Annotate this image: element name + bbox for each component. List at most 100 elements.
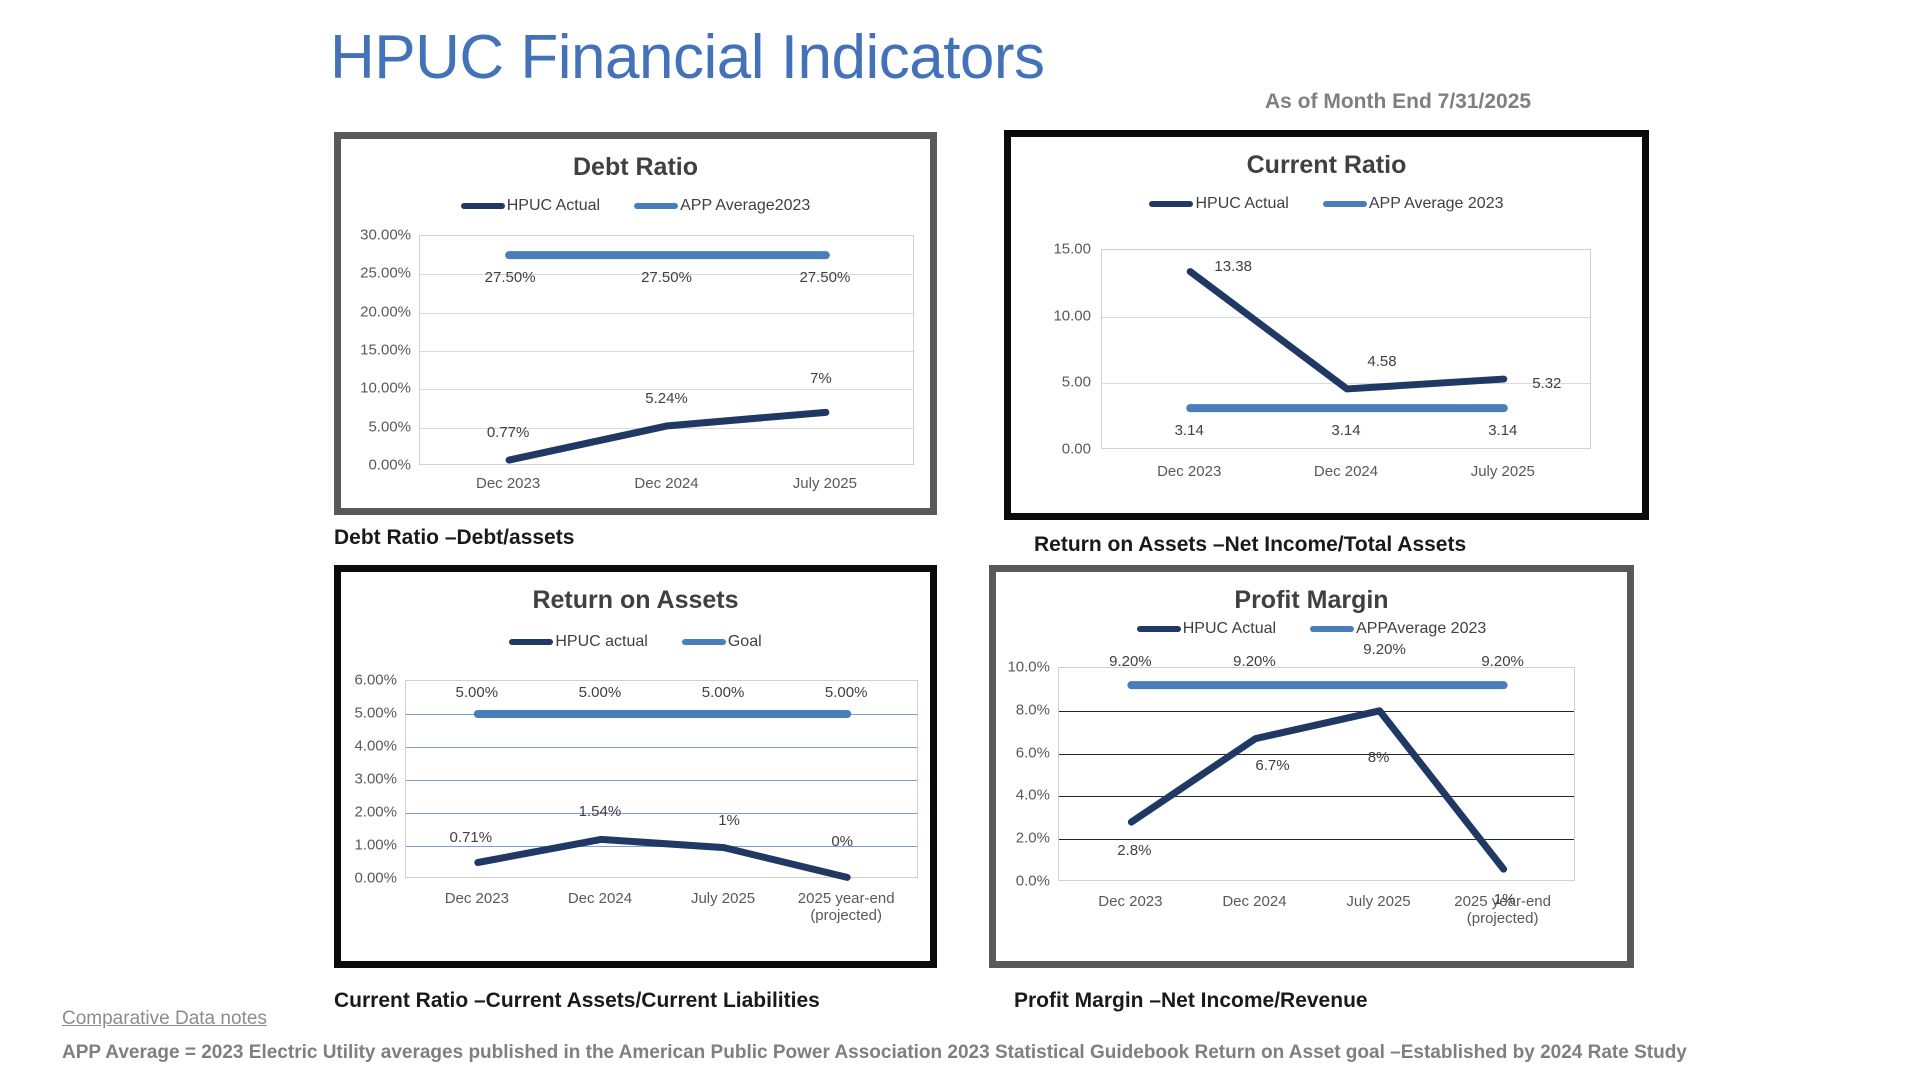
caption-current-ratio: Return on Assets –Net Income/Total Asset… [1034,533,1467,556]
gridline [420,274,913,276]
x-axis-tick-label: July 2025 [792,475,857,492]
gridline [1102,316,1590,318]
data-point-label: 5.32 [1532,375,1562,393]
chart-title-current-ratio: Current Ratio [1246,151,1407,179]
data-point-label: 3.14 [1488,422,1518,440]
gridline [1059,710,1574,712]
data-point-label: 27.50% [641,269,692,287]
y-axis-tick-label: 6.00% [354,671,397,689]
data-point-label: 3.14 [1174,422,1204,440]
y-axis-tick-label: 15.00% [360,341,411,359]
data-point-label: 5.00% [578,684,622,701]
x-axis-tick-label: 2025 year-end (projected) [1454,893,1551,927]
legend-item-app-average[interactable]: APP Average2023 [634,197,810,215]
y-axis-tick-label: 1.00% [354,836,397,854]
notes-heading: Comparative Data notes [62,1008,267,1029]
legend-label: APP Average 2023 [1368,195,1504,212]
gridline [1059,753,1574,755]
plot-area-current-ratio [1101,249,1591,449]
x-axis-tick-label: July 2025 [1346,893,1411,910]
chart-card-return-on-assets[interactable]: Return on Assets HPUC actual Goal 0.00% 1… [334,565,937,968]
x-axis-tick-label: Dec 2023 [475,475,541,492]
legend-label: HPUC Actual [1182,620,1277,637]
data-point-label: 2.8% [1117,842,1152,860]
data-point-label: 0.77% [486,424,530,442]
legend-label: Goal [727,633,762,650]
y-axis-tick-label: 10.00 [1053,307,1091,325]
data-point-label: 3.14 [1331,422,1361,440]
as-of-date: As of Month End 7/31/2025 [1265,90,1532,113]
series-lines [1127,681,1508,873]
chart-title-profit-margin: Profit Margin [1234,586,1389,614]
data-point-label: 5.24% [645,389,688,407]
y-axis-tick-label: 30.00% [360,226,411,244]
plot-area-return-on-assets [405,680,918,881]
legend-swatch-icon [681,639,726,645]
series-lines [505,251,830,464]
y-axis-tick-label: 0.00 [1061,440,1091,458]
data-point-label: 9.20% [1109,653,1152,671]
y-axis-tick-label: 2.0% [1015,829,1050,847]
x-axis-tick-label: 2025 year-end (projected) [797,890,895,924]
x-axis-tick-label: Dec 2023 [1157,463,1222,480]
data-point-label: 6.7% [1255,756,1290,774]
legend-label: APP Average2023 [680,197,811,214]
legend-label: HPUC Actual [1195,195,1289,212]
y-axis-tick-label: 10.00% [360,379,411,397]
legend-swatch-icon [634,203,679,209]
gridline [1059,796,1574,798]
chart-title-debt-ratio: Debt Ratio [573,153,698,181]
y-axis-tick-label: 5.00% [368,418,411,436]
chart-card-profit-margin[interactable]: Profit Margin HPUC Actual APPAverage 202… [989,565,1634,968]
chart-card-debt-ratio[interactable]: Debt Ratio HPUC Actual APP Average2023 0… [334,132,937,515]
y-axis-tick-label: 3.00% [354,770,397,788]
legend-item-hpuc-actual[interactable]: HPUC Actual [460,197,600,215]
legend-label: HPUC actual [555,633,648,650]
y-axis-tick-label: 0.0% [1015,872,1050,890]
gridline [420,312,913,314]
legend-label: APPAverage 2023 [1356,620,1487,637]
data-point-label: 27.50% [484,269,536,287]
caption-return-on-assets: Current Ratio –Current Assets/Current Li… [334,989,820,1012]
data-point-label: 0% [831,833,854,851]
legend-item-app-average[interactable]: APPAverage 2023 [1310,620,1486,638]
series-line [505,408,830,464]
legend-swatch-icon [1322,201,1367,207]
y-axis-tick-label: 6.0% [1015,744,1050,762]
data-point-label: 4.58 [1367,352,1397,370]
legend-swatch-icon [1149,201,1194,207]
data-point-label: 13.38 [1214,257,1252,275]
data-point-label: 1% [1493,891,1516,909]
y-axis-tick-label: 4.0% [1015,786,1050,804]
legend-swatch-icon [1310,626,1355,632]
y-axis-tick-label: 20.00% [360,303,411,321]
caption-profit-margin: Profit Margin –Net Income/Revenue [1014,989,1368,1012]
legend-item-hpuc-actual[interactable]: HPUC Actual [1149,195,1289,213]
series-line [1127,707,1508,873]
chart-card-current-ratio[interactable]: Current Ratio HPUC Actual APP Average 20… [1004,130,1649,520]
legend-item-hpuc-actual[interactable]: HPUC Actual [1136,620,1277,638]
data-point-label: 9.20% [1363,641,1406,659]
legend-item-hpuc-actual[interactable]: HPUC actual [509,633,648,651]
plot-area-debt-ratio [419,235,914,465]
gridline [1059,839,1574,841]
x-axis-tick-label: July 2025 [1470,463,1535,480]
chart-legend-return-on-assets: HPUC actual Goal [341,633,930,651]
gridline [406,780,917,781]
chart-legend-profit-margin: HPUC Actual APPAverage 2023 [996,620,1627,638]
y-axis-tick-label: 5.00% [354,704,397,722]
gridline [420,389,913,391]
x-axis-tick-label: Dec 2024 [634,475,699,492]
gridline [406,813,917,814]
y-axis-tick-label: 5.00 [1061,373,1091,391]
data-point-label: 9.20% [1233,653,1276,671]
y-axis-tick-label: 10.0% [1007,658,1050,676]
chart-title-return-on-assets: Return on Assets [532,586,739,614]
notes-body: APP Average = 2023 Electric Utility aver… [62,1042,1687,1063]
data-point-label: 1% [718,811,740,829]
legend-item-app-average[interactable]: APP Average 2023 [1322,195,1504,213]
x-axis-tick-label: Dec 2024 [1313,463,1379,480]
legend-item-goal[interactable]: Goal [681,633,762,651]
data-point-label: 0.71% [449,828,493,846]
